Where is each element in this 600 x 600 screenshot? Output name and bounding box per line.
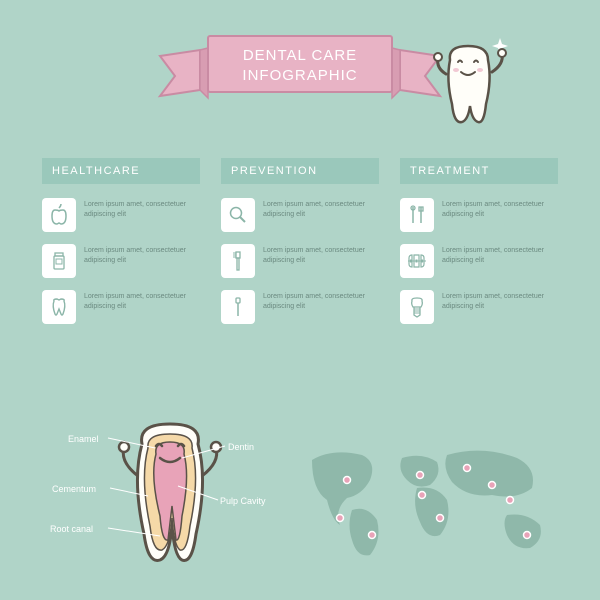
implant-icon: [400, 290, 434, 324]
row-item: Lorem ipsum amet, consectetuer adipiscin…: [400, 198, 558, 232]
row-item: Lorem ipsum amet, consectetuer adipiscin…: [42, 244, 200, 278]
row-text: Lorem ipsum amet, consectetuer adipiscin…: [263, 198, 379, 220]
anatomy-label: Pulp Cavity: [220, 496, 266, 506]
row-item: Lorem ipsum amet, consectetuer adipiscin…: [400, 290, 558, 324]
row-item: Lorem ipsum amet, consectetuer adipiscin…: [42, 198, 200, 232]
row-text: Lorem ipsum amet, consectetuer adipiscin…: [442, 244, 558, 266]
row-item: Lorem ipsum amet, consectetuer adipiscin…: [221, 290, 379, 324]
braces-icon: [400, 244, 434, 278]
column-treatment: TREATMENT Lorem ipsum amet, consectetuer…: [400, 158, 558, 336]
row-text: Lorem ipsum amet, consectetuer adipiscin…: [84, 244, 200, 266]
row-text: Lorem ipsum amet, consectetuer adipiscin…: [263, 290, 379, 312]
column-header: PREVENTION: [221, 158, 379, 184]
apple-icon: [42, 198, 76, 232]
banner-title: DENTAL CAREINFOGRAPHIC: [242, 46, 357, 85]
column-header: HEALTHCARE: [42, 158, 200, 184]
anatomy-label: Cementum: [52, 484, 96, 494]
world-map: [292, 440, 562, 570]
row-text: Lorem ipsum amet, consectetuer adipiscin…: [263, 244, 379, 266]
tooth-mascot-icon: [428, 32, 518, 137]
row-text: Lorem ipsum amet, consectetuer adipiscin…: [84, 198, 200, 220]
anatomy-label: Dentin: [228, 442, 254, 452]
row-item: Lorem ipsum amet, consectetuer adipiscin…: [400, 244, 558, 278]
tools-icon: [400, 198, 434, 232]
columns-container: HEALTHCARE Lorem ipsum amet, consectetue…: [42, 158, 558, 336]
row-text: Lorem ipsum amet, consectetuer adipiscin…: [442, 198, 558, 220]
toothbrush-icon: [221, 244, 255, 278]
column-healthcare: HEALTHCARE Lorem ipsum amet, consectetue…: [42, 158, 200, 336]
row-item: Lorem ipsum amet, consectetuer adipiscin…: [221, 198, 379, 232]
anatomy-label: Root canal: [50, 524, 93, 534]
toothpaste-icon: [42, 244, 76, 278]
tooth-icon: [42, 290, 76, 324]
column-header: TREATMENT: [400, 158, 558, 184]
row-text: Lorem ipsum amet, consectetuer adipiscin…: [442, 290, 558, 312]
row-text: Lorem ipsum amet, consectetuer adipiscin…: [84, 290, 200, 312]
floss-icon: [221, 290, 255, 324]
anatomy-label: Enamel: [68, 434, 99, 444]
column-prevention: PREVENTION Lorem ipsum amet, consectetue…: [221, 158, 379, 336]
magnifier-icon: [221, 198, 255, 232]
row-item: Lorem ipsum amet, consectetuer adipiscin…: [221, 244, 379, 278]
tooth-anatomy-diagram: EnamelCementumRoot canalDentinPulp Cavit…: [60, 406, 280, 576]
row-item: Lorem ipsum amet, consectetuer adipiscin…: [42, 290, 200, 324]
